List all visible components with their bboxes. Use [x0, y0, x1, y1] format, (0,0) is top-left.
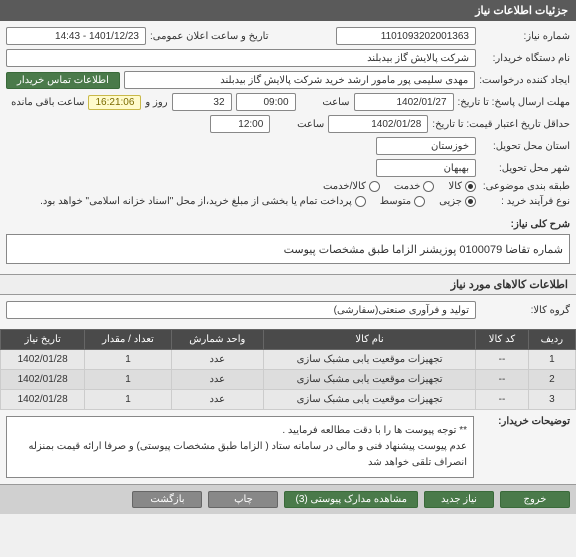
- hour-label-2: ساعت: [274, 119, 324, 130]
- table-cell: 1: [85, 390, 171, 410]
- view-attachments-button[interactable]: مشاهده مدارک پیوستی (3): [284, 491, 418, 508]
- radio-goods[interactable]: کالا: [448, 181, 476, 192]
- price-valid-label: حداقل تاریخ اعتبار قیمت: تا تاریخ:: [432, 119, 570, 130]
- countdown-timer: 16:21:06: [88, 95, 141, 110]
- announce-value: 1401/12/23 - 14:43: [6, 27, 146, 45]
- print-button[interactable]: چاپ: [208, 491, 278, 508]
- items-table: ردیف کد کالا نام کالا واحد شمارش تعداد /…: [0, 329, 576, 410]
- form-area: شماره نیاز: 1101093202001363 تاریخ و ساع…: [0, 21, 576, 217]
- price-valid-date: 1402/01/28: [328, 115, 428, 133]
- table-cell: 1: [85, 350, 171, 370]
- buyer-notes-text: ** توجه پیوست ها را با دقت مطالعه فرمایی…: [6, 416, 474, 478]
- col-code: کد کالا: [476, 330, 529, 350]
- table-cell: عدد: [171, 350, 263, 370]
- creator-value: مهدی سلیمی پور مامور ارشد خرید شرکت پالا…: [124, 71, 475, 89]
- city-value: بهبهان: [376, 159, 476, 177]
- table-cell: 1402/01/28: [1, 350, 85, 370]
- proc-type-radio-group: جزیی متوسط: [380, 196, 476, 207]
- summary-value: شماره تقاضا 0100079 پوزیشنر الزاما طبق م…: [6, 234, 570, 264]
- radio-proc-mid[interactable]: جزیی: [439, 196, 476, 207]
- table-cell: --: [476, 390, 529, 410]
- goods-info-title: اطلاعات کالاهای مورد نیاز: [0, 274, 576, 295]
- need-no-label: شماره نیاز:: [480, 31, 570, 42]
- radio-dot-icon: [465, 181, 476, 192]
- panel-title: جزئیات اطلاعات نیاز: [475, 5, 568, 17]
- table-cell: عدد: [171, 370, 263, 390]
- province-value: خوزستان: [376, 137, 476, 155]
- reply-deadline-label: مهلت ارسال پاسخ: تا تاریخ:: [458, 97, 570, 108]
- footer-bar: خروج نیاز جدید مشاهده مدارک پیوستی (3) چ…: [0, 484, 576, 514]
- table-cell: 2: [528, 370, 575, 390]
- col-name: نام کالا: [263, 330, 475, 350]
- table-cell: عدد: [171, 390, 263, 410]
- table-cell: 1: [85, 370, 171, 390]
- treasury-note-option[interactable]: پرداخت تمام یا بخشی از مبلغ خرید،از محل …: [40, 196, 366, 207]
- table-cell: تجهیزات موقعیت یابی مشبک سازی: [263, 370, 475, 390]
- col-date: تاریخ نیاز: [1, 330, 85, 350]
- days-text: روز و: [145, 97, 167, 108]
- reply-date: 1402/01/27: [354, 93, 454, 111]
- table-cell: تجهیزات موقعیت یابی مشبک سازی: [263, 350, 475, 370]
- contact-info-button[interactable]: اطلاعات تماس خریدار: [6, 72, 120, 89]
- table-cell: --: [476, 370, 529, 390]
- radio-dot-icon: [369, 181, 380, 192]
- back-button[interactable]: بازگشت: [132, 491, 202, 508]
- radio-dot-icon: [355, 196, 366, 207]
- reply-time: 09:00: [236, 93, 296, 111]
- radio-dot-icon: [423, 181, 434, 192]
- radio-service[interactable]: خدمت: [394, 181, 435, 192]
- col-row: ردیف: [528, 330, 575, 350]
- table-cell: 3: [528, 390, 575, 410]
- table-row[interactable]: 2--تجهیزات موقعیت یابی مشبک سازیعدد11402…: [1, 370, 576, 390]
- goods-group-value: تولید و فرآوری صنعتی(سفارشی): [6, 301, 476, 319]
- col-unit: واحد شمارش: [171, 330, 263, 350]
- remain-text: ساعت باقی مانده: [11, 97, 84, 108]
- buyer-notes-label: توضیحات خریدار:: [480, 416, 570, 478]
- goods-group-label: گروه کالا:: [480, 305, 570, 316]
- org-label: نام دستگاه خریدار:: [480, 53, 570, 64]
- proc-type-label: نوع فرآیند خرید :: [480, 196, 570, 207]
- announce-label: تاریخ و ساعت اعلان عمومی:: [150, 31, 269, 42]
- table-row[interactable]: 1--تجهیزات موقعیت یابی مشبک سازیعدد11402…: [1, 350, 576, 370]
- col-qty: تعداد / مقدار: [85, 330, 171, 350]
- radio-proc-small[interactable]: متوسط: [380, 196, 425, 207]
- summary-label: شرح کلی نیاز:: [480, 219, 570, 230]
- exit-button[interactable]: خروج: [500, 491, 570, 508]
- need-no-value: 1101093202001363: [336, 27, 476, 45]
- table-cell: --: [476, 350, 529, 370]
- category-radio-group: کالا خدمت کالا/خدمت: [323, 181, 476, 192]
- radio-both[interactable]: کالا/خدمت: [323, 181, 380, 192]
- creator-label: ایجاد کننده درخواست:: [479, 75, 570, 86]
- hour-label-1: ساعت: [300, 97, 350, 108]
- new-need-button[interactable]: نیاز جدید: [424, 491, 494, 508]
- table-row[interactable]: 3--تجهیزات موقعیت یابی مشبک سازیعدد11402…: [1, 390, 576, 410]
- radio-dot-icon: [465, 196, 476, 207]
- city-label: شهر محل تحویل:: [480, 163, 570, 174]
- org-value: شرکت پالایش گاز بیدبلند: [6, 49, 476, 67]
- table-cell: 1402/01/28: [1, 370, 85, 390]
- category-label: طبقه بندی موضوعی:: [480, 181, 570, 192]
- province-label: استان محل تحویل:: [480, 141, 570, 152]
- panel-header: جزئیات اطلاعات نیاز: [0, 0, 576, 21]
- table-cell: تجهیزات موقعیت یابی مشبک سازی: [263, 390, 475, 410]
- table-cell: 1402/01/28: [1, 390, 85, 410]
- days-remain: 32: [172, 93, 232, 111]
- table-cell: 1: [528, 350, 575, 370]
- radio-dot-icon: [414, 196, 425, 207]
- price-valid-time: 12:00: [210, 115, 270, 133]
